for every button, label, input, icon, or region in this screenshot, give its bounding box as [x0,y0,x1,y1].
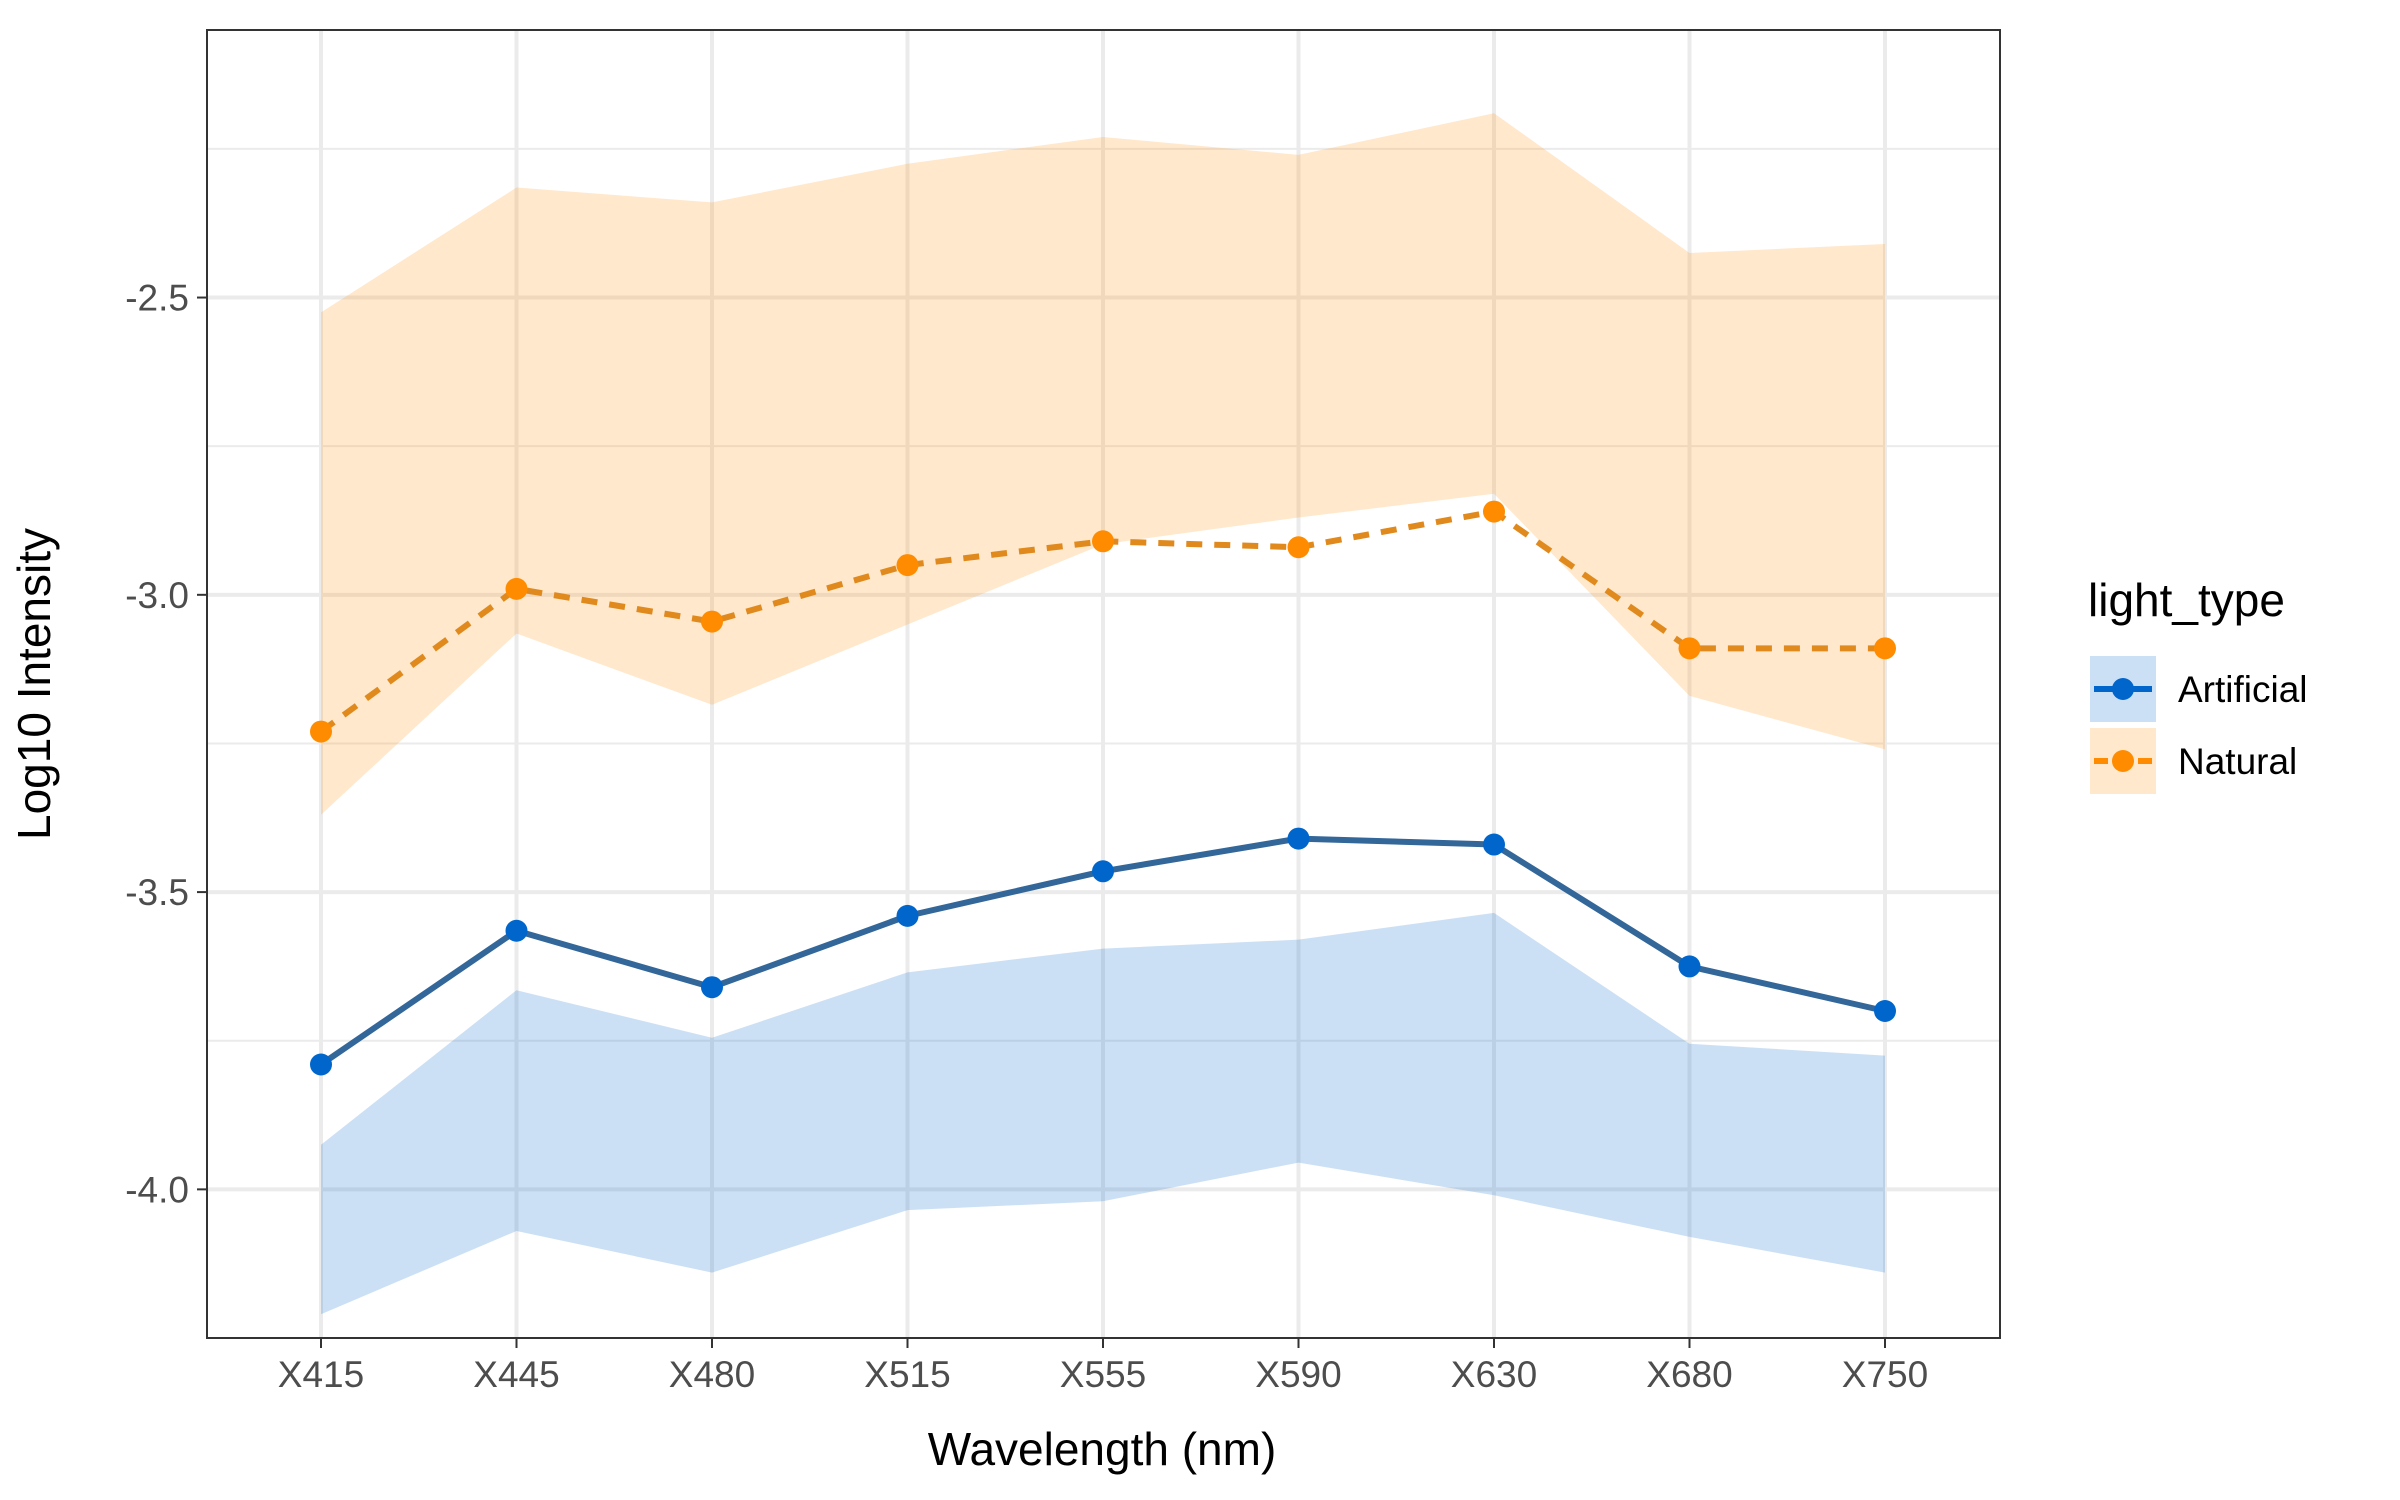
y-tick-label: -3.5 [125,872,189,913]
legend: light_type Artificial Natural [2088,574,2308,794]
data-point-natural [1874,637,1896,660]
x-tick-label: X445 [473,1354,559,1395]
axes: -4.0 -3.5 -3.0 -2.5 X415 X445 X480 X515 X555 X590… [125,278,1928,1395]
x-tick-label: X480 [669,1354,755,1395]
data-point-natural [505,577,528,600]
series-points [310,500,1896,1076]
x-tick-label: X750 [1842,1354,1928,1395]
y-tick-label: -3.0 [125,575,189,616]
data-point-natural [1287,536,1310,559]
x-tick-label: X680 [1646,1354,1732,1395]
data-point-artificial [505,919,528,942]
y-axis-label: Log10 Intensity [8,528,60,840]
data-point-artificial [1678,955,1701,978]
x-tick-label: X415 [278,1354,364,1395]
data-point-artificial [310,1053,332,1076]
data-point-natural [1483,500,1505,523]
y-tick-label: -4.0 [125,1169,189,1210]
x-tick-label: X590 [1255,1354,1341,1395]
x-tick-label: X515 [864,1354,950,1395]
data-point-natural [701,610,723,633]
confidence-ribbons [321,113,1885,1315]
ribbon-natural [321,113,1885,815]
data-point-natural [896,554,919,577]
data-point-natural [1092,530,1114,553]
data-point-natural [1678,637,1701,660]
legend-point-artificial [2112,678,2134,700]
legend-label-natural: Natural [2178,741,2297,782]
data-point-artificial [701,976,723,999]
x-axis-label: Wavelength (nm) [928,1423,1277,1475]
x-tick-label: X555 [1060,1354,1146,1395]
data-point-artificial [1092,860,1114,883]
data-point-natural [310,720,332,743]
legend-label-artificial: Artificial [2178,669,2308,710]
data-point-artificial [896,904,919,927]
data-point-artificial [1287,827,1310,850]
legend-point-natural [2112,750,2134,772]
x-tick-label: X630 [1451,1354,1537,1395]
y-tick-label: -2.5 [125,278,189,319]
data-point-artificial [1874,1000,1896,1022]
data-point-artificial [1483,833,1505,856]
ribbon-artificial [321,912,1885,1315]
legend-title: light_type [2088,574,2285,626]
